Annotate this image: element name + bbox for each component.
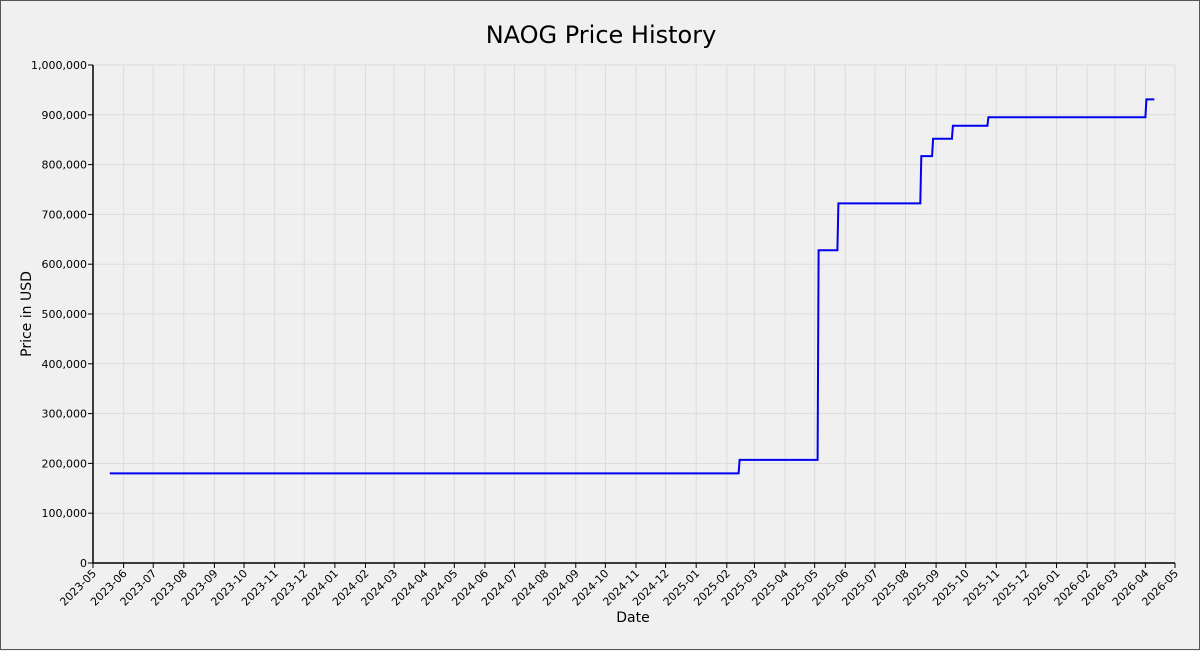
x-axis-ticks: 2023-052023-062023-072023-082023-092023-… (57, 563, 1181, 609)
y-tick-label: 0 (80, 557, 87, 570)
y-axis-label: Price in USD (19, 271, 35, 357)
y-tick-label: 500,000 (42, 308, 88, 321)
y-axis-ticks: 0 100,000 200,000 300,000 400,000 500,000 600,… (31, 59, 93, 570)
y-tick-label: 600,000 (42, 258, 88, 271)
y-tick-label: 100,000 (42, 507, 88, 520)
price-series-line (109, 98, 1155, 475)
y-tick-label: 300,000 (42, 408, 88, 421)
y-tick-label: 700,000 (42, 208, 88, 221)
y-tick-label: 900,000 (42, 109, 88, 122)
y-tick-label: 400,000 (42, 358, 88, 371)
series (109, 98, 1155, 475)
chart-title: NAOG Price History (486, 21, 717, 49)
y-tick-label: 200,000 (42, 457, 88, 470)
grid (92, 64, 1176, 564)
y-tick-label: 1,000,000 (31, 59, 87, 72)
x-axis-label: Date (616, 610, 649, 626)
y-tick-label: 800,000 (42, 159, 88, 172)
